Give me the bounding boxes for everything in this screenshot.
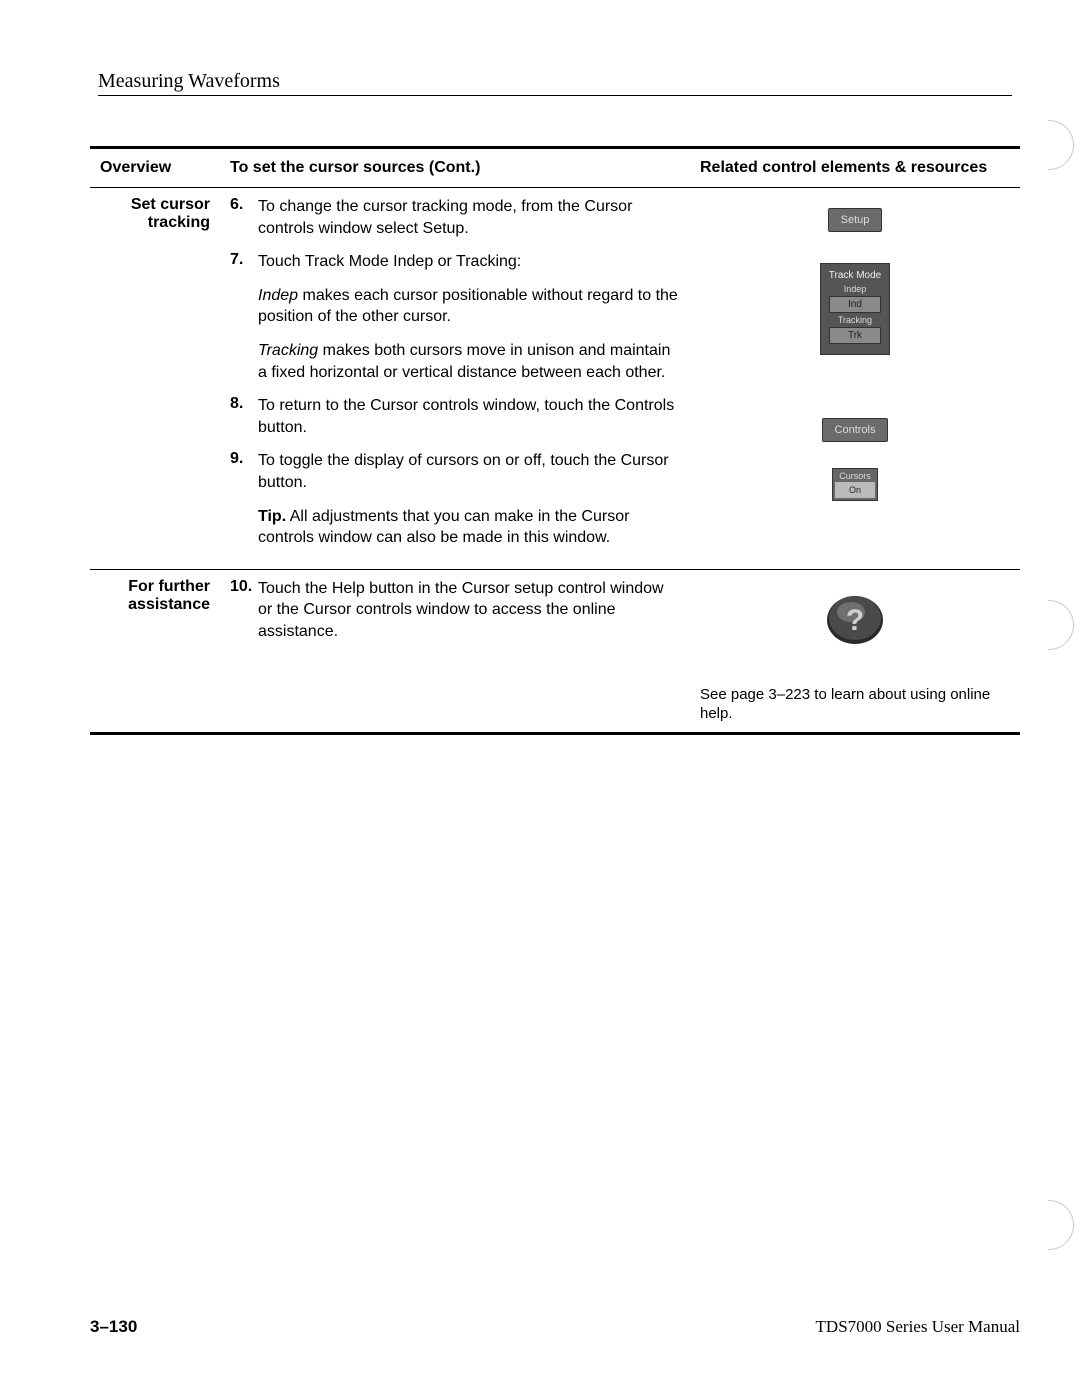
page-number: 3–130 (90, 1317, 137, 1337)
controls-button-graphic: Controls (822, 418, 889, 442)
step-7-indep: Indep makes each cursor positionable wit… (230, 285, 680, 328)
related-cursor: Cursors On (700, 456, 1010, 506)
step-tip: Tip. All adjustments that you can make i… (230, 506, 680, 549)
overview-cell-further-assistance: For further assistance (90, 569, 220, 733)
related-controls: Controls (700, 406, 1010, 456)
table-row: For further assistance 10. Touch the Hel… (90, 569, 1020, 733)
setup-button-graphic: Setup (828, 208, 883, 232)
step-text: To change the cursor tracking mode, from… (258, 196, 680, 239)
table-header-row: Overview To set the cursor sources (Cont… (90, 148, 1020, 188)
track-mode-graphic: Track Mode Indep Ind Tracking Trk (820, 263, 890, 355)
step-7-tracking: Tracking makes both cursors move in unis… (230, 340, 680, 383)
help-icon: ? (825, 590, 885, 650)
related-cell: ? See page 3–223 to learn about using on… (690, 569, 1020, 733)
svg-text:?: ? (846, 604, 864, 637)
step-8: 8. To return to the Cursor controls wind… (230, 395, 680, 438)
table-row: Set cursor tracking 6. To change the cur… (90, 188, 1020, 570)
col-header-related: Related control elements & resources (690, 148, 1020, 188)
step-text: Indep makes each cursor positionable wit… (258, 285, 680, 328)
step-10: 10. Touch the Help button in the Cursor … (230, 578, 680, 643)
step-text: Tracking makes both cursors move in unis… (258, 340, 680, 383)
related-setup: Setup (700, 196, 1010, 251)
page-footer: 3–130 TDS7000 Series User Manual (90, 1317, 1020, 1337)
page-edge-decor (1048, 120, 1074, 170)
related-trackmode: Track Mode Indep Ind Tracking Trk (700, 251, 1010, 406)
related-help-icon: ? (700, 578, 1010, 655)
page-title: Measuring Waveforms (98, 70, 1012, 96)
steps-cell: 10. Touch the Help button in the Cursor … (220, 569, 690, 733)
step-number: 8. (230, 395, 258, 438)
page-edge-decor (1048, 600, 1074, 650)
page-edge-decor (1048, 1200, 1074, 1250)
step-text: Touch the Help button in the Cursor setu… (258, 578, 680, 643)
step-number: 10. (230, 578, 258, 643)
step-number: 7. (230, 251, 258, 273)
procedure-table: Overview To set the cursor sources (Cont… (90, 146, 1020, 735)
step-6: 6. To change the cursor tracking mode, f… (230, 196, 680, 239)
step-number: 6. (230, 196, 258, 239)
step-7: 7. Touch Track Mode Indep or Tracking: (230, 251, 680, 273)
cursor-button-graphic: Cursors On (832, 468, 878, 501)
manual-title: TDS7000 Series User Manual (816, 1317, 1020, 1337)
step-9: 9. To toggle the display of cursors on o… (230, 450, 680, 493)
overview-cell-set-cursor-tracking: Set cursor tracking (90, 188, 220, 570)
related-note: See page 3–223 to learn about using onli… (700, 655, 1010, 724)
col-header-steps: To set the cursor sources (Cont.) (220, 148, 690, 188)
col-header-overview: Overview (90, 148, 220, 188)
step-text: To return to the Cursor controls window,… (258, 395, 680, 438)
step-number: 9. (230, 450, 258, 493)
step-text: Tip. All adjustments that you can make i… (258, 506, 680, 549)
step-text: To toggle the display of cursors on or o… (258, 450, 680, 493)
step-text: Touch Track Mode Indep or Tracking: (258, 251, 680, 273)
related-cell: Setup Track Mode Indep Ind Tracking Trk … (690, 188, 1020, 570)
steps-cell: 6. To change the cursor tracking mode, f… (220, 188, 690, 570)
